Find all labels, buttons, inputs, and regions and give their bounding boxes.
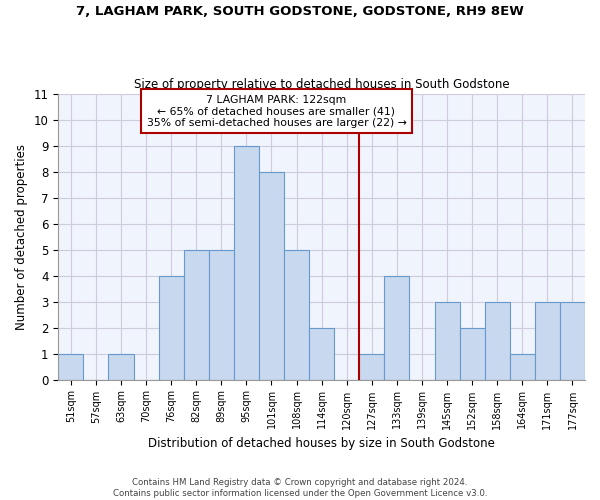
Bar [485,302,510,380]
Bar [535,302,560,380]
Text: 7 LAGHAM PARK: 122sqm
← 65% of detached houses are smaller (41)
35% of semi-deta: 7 LAGHAM PARK: 122sqm ← 65% of detached … [146,95,406,128]
Bar [359,354,385,380]
Text: Contains HM Land Registry data © Crown copyright and database right 2024.
Contai: Contains HM Land Registry data © Crown c… [113,478,487,498]
Bar [209,250,234,380]
Bar [234,146,259,380]
Bar [284,250,309,380]
Y-axis label: Number of detached properties: Number of detached properties [15,144,28,330]
Bar [309,328,334,380]
Bar [434,302,460,380]
X-axis label: Distribution of detached houses by size in South Godstone: Distribution of detached houses by size … [148,437,495,450]
Title: Size of property relative to detached houses in South Godstone: Size of property relative to detached ho… [134,78,509,91]
Bar [385,276,409,380]
Bar [109,354,134,380]
Bar [259,172,284,380]
Bar [510,354,535,380]
Text: 7, LAGHAM PARK, SOUTH GODSTONE, GODSTONE, RH9 8EW: 7, LAGHAM PARK, SOUTH GODSTONE, GODSTONE… [76,5,524,18]
Bar [184,250,209,380]
Bar [58,354,83,380]
Bar [560,302,585,380]
Bar [460,328,485,380]
Bar [158,276,184,380]
